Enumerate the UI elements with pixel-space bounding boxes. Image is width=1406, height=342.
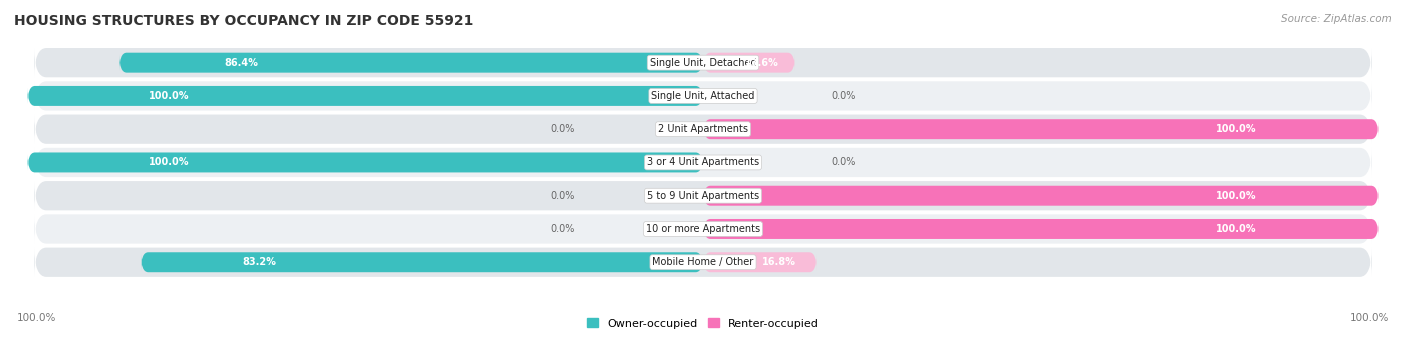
- FancyBboxPatch shape: [34, 48, 1372, 77]
- Text: 0.0%: 0.0%: [831, 157, 856, 168]
- FancyBboxPatch shape: [703, 119, 1378, 139]
- FancyBboxPatch shape: [34, 81, 1372, 110]
- Text: 0.0%: 0.0%: [550, 191, 575, 201]
- FancyBboxPatch shape: [34, 148, 1372, 177]
- Text: 100.0%: 100.0%: [1216, 224, 1257, 234]
- FancyBboxPatch shape: [141, 252, 703, 272]
- FancyBboxPatch shape: [703, 252, 817, 272]
- Legend: Owner-occupied, Renter-occupied: Owner-occupied, Renter-occupied: [582, 314, 824, 333]
- Text: 0.0%: 0.0%: [550, 124, 575, 134]
- Text: Source: ZipAtlas.com: Source: ZipAtlas.com: [1281, 14, 1392, 24]
- Text: 100.0%: 100.0%: [1216, 124, 1257, 134]
- Text: Single Unit, Detached: Single Unit, Detached: [650, 58, 756, 68]
- Text: 100.0%: 100.0%: [1216, 191, 1257, 201]
- Text: 86.4%: 86.4%: [225, 58, 259, 68]
- FancyBboxPatch shape: [703, 186, 1378, 206]
- FancyBboxPatch shape: [120, 53, 703, 73]
- FancyBboxPatch shape: [34, 115, 1372, 144]
- FancyBboxPatch shape: [34, 248, 1372, 277]
- FancyBboxPatch shape: [703, 53, 794, 73]
- Text: 83.2%: 83.2%: [242, 257, 276, 267]
- Text: 13.6%: 13.6%: [745, 58, 779, 68]
- FancyBboxPatch shape: [28, 86, 703, 106]
- Text: 0.0%: 0.0%: [831, 91, 856, 101]
- Text: 5 to 9 Unit Apartments: 5 to 9 Unit Apartments: [647, 191, 759, 201]
- Text: 2 Unit Apartments: 2 Unit Apartments: [658, 124, 748, 134]
- Text: 100.0%: 100.0%: [149, 91, 190, 101]
- Text: 100.0%: 100.0%: [149, 157, 190, 168]
- Text: HOUSING STRUCTURES BY OCCUPANCY IN ZIP CODE 55921: HOUSING STRUCTURES BY OCCUPANCY IN ZIP C…: [14, 14, 474, 28]
- Text: Single Unit, Attached: Single Unit, Attached: [651, 91, 755, 101]
- Text: 0.0%: 0.0%: [550, 224, 575, 234]
- FancyBboxPatch shape: [28, 153, 703, 172]
- FancyBboxPatch shape: [703, 219, 1378, 239]
- Text: 100.0%: 100.0%: [1350, 313, 1389, 323]
- Text: 16.8%: 16.8%: [762, 257, 796, 267]
- FancyBboxPatch shape: [34, 181, 1372, 210]
- Text: 3 or 4 Unit Apartments: 3 or 4 Unit Apartments: [647, 157, 759, 168]
- Text: Mobile Home / Other: Mobile Home / Other: [652, 257, 754, 267]
- Text: 10 or more Apartments: 10 or more Apartments: [645, 224, 761, 234]
- Text: 100.0%: 100.0%: [17, 313, 56, 323]
- FancyBboxPatch shape: [34, 214, 1372, 244]
